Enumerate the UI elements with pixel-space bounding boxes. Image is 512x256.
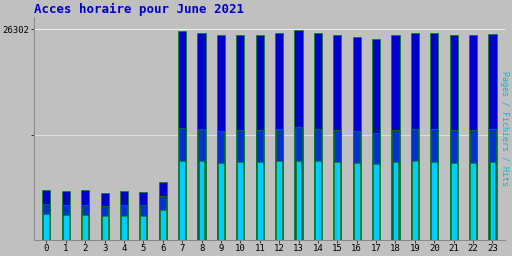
Bar [218, 163, 224, 240]
Bar [120, 191, 128, 240]
Bar [470, 163, 476, 240]
Bar [218, 131, 224, 240]
Bar [43, 204, 50, 240]
Bar [334, 130, 341, 240]
Y-axis label: Pages / Fichiers / Hits: Pages / Fichiers / Hits [500, 71, 509, 186]
Bar [314, 33, 322, 240]
Bar [489, 129, 496, 240]
Bar [121, 216, 127, 240]
Bar [411, 33, 419, 240]
Bar [140, 205, 147, 240]
Bar [469, 36, 477, 240]
Bar [470, 130, 477, 240]
Bar [257, 162, 263, 240]
Bar [81, 190, 89, 240]
Bar [179, 128, 186, 240]
Bar [159, 182, 167, 240]
Bar [257, 130, 263, 240]
Bar [179, 162, 185, 240]
Bar [178, 31, 186, 240]
Bar [238, 162, 243, 240]
Bar [100, 193, 109, 240]
Bar [198, 33, 206, 240]
Bar [430, 33, 438, 240]
Bar [431, 162, 437, 240]
Bar [450, 130, 457, 240]
Bar [198, 129, 205, 240]
Bar [275, 129, 283, 240]
Bar [42, 190, 51, 240]
Bar [44, 214, 49, 240]
Bar [489, 162, 496, 240]
Text: Acces horaire pour June 2021: Acces horaire pour June 2021 [34, 3, 244, 16]
Bar [392, 130, 399, 240]
Bar [102, 216, 108, 240]
Bar [450, 36, 458, 240]
Bar [140, 216, 146, 240]
Bar [391, 36, 399, 240]
Bar [295, 127, 302, 240]
Bar [412, 129, 418, 240]
Bar [333, 36, 342, 240]
Bar [62, 191, 70, 240]
Bar [295, 161, 302, 240]
Bar [294, 30, 303, 240]
Bar [372, 39, 380, 240]
Bar [353, 37, 361, 240]
Bar [63, 215, 69, 240]
Bar [82, 205, 89, 240]
Bar [488, 34, 497, 240]
Bar [159, 196, 166, 240]
Bar [199, 162, 204, 240]
Bar [255, 36, 264, 240]
Bar [393, 162, 398, 240]
Bar [275, 33, 283, 240]
Bar [412, 162, 418, 240]
Bar [431, 129, 438, 240]
Bar [315, 162, 321, 240]
Bar [276, 162, 282, 240]
Bar [237, 130, 244, 240]
Bar [139, 192, 147, 240]
Bar [334, 162, 340, 240]
Bar [353, 131, 360, 240]
Bar [354, 163, 359, 240]
Bar [373, 164, 379, 240]
Bar [451, 163, 457, 240]
Bar [217, 36, 225, 240]
Bar [82, 215, 88, 240]
Bar [160, 210, 166, 240]
Bar [101, 206, 108, 240]
Bar [120, 205, 127, 240]
Bar [314, 129, 322, 240]
Bar [236, 36, 244, 240]
Bar [373, 133, 379, 240]
Bar [62, 205, 69, 240]
